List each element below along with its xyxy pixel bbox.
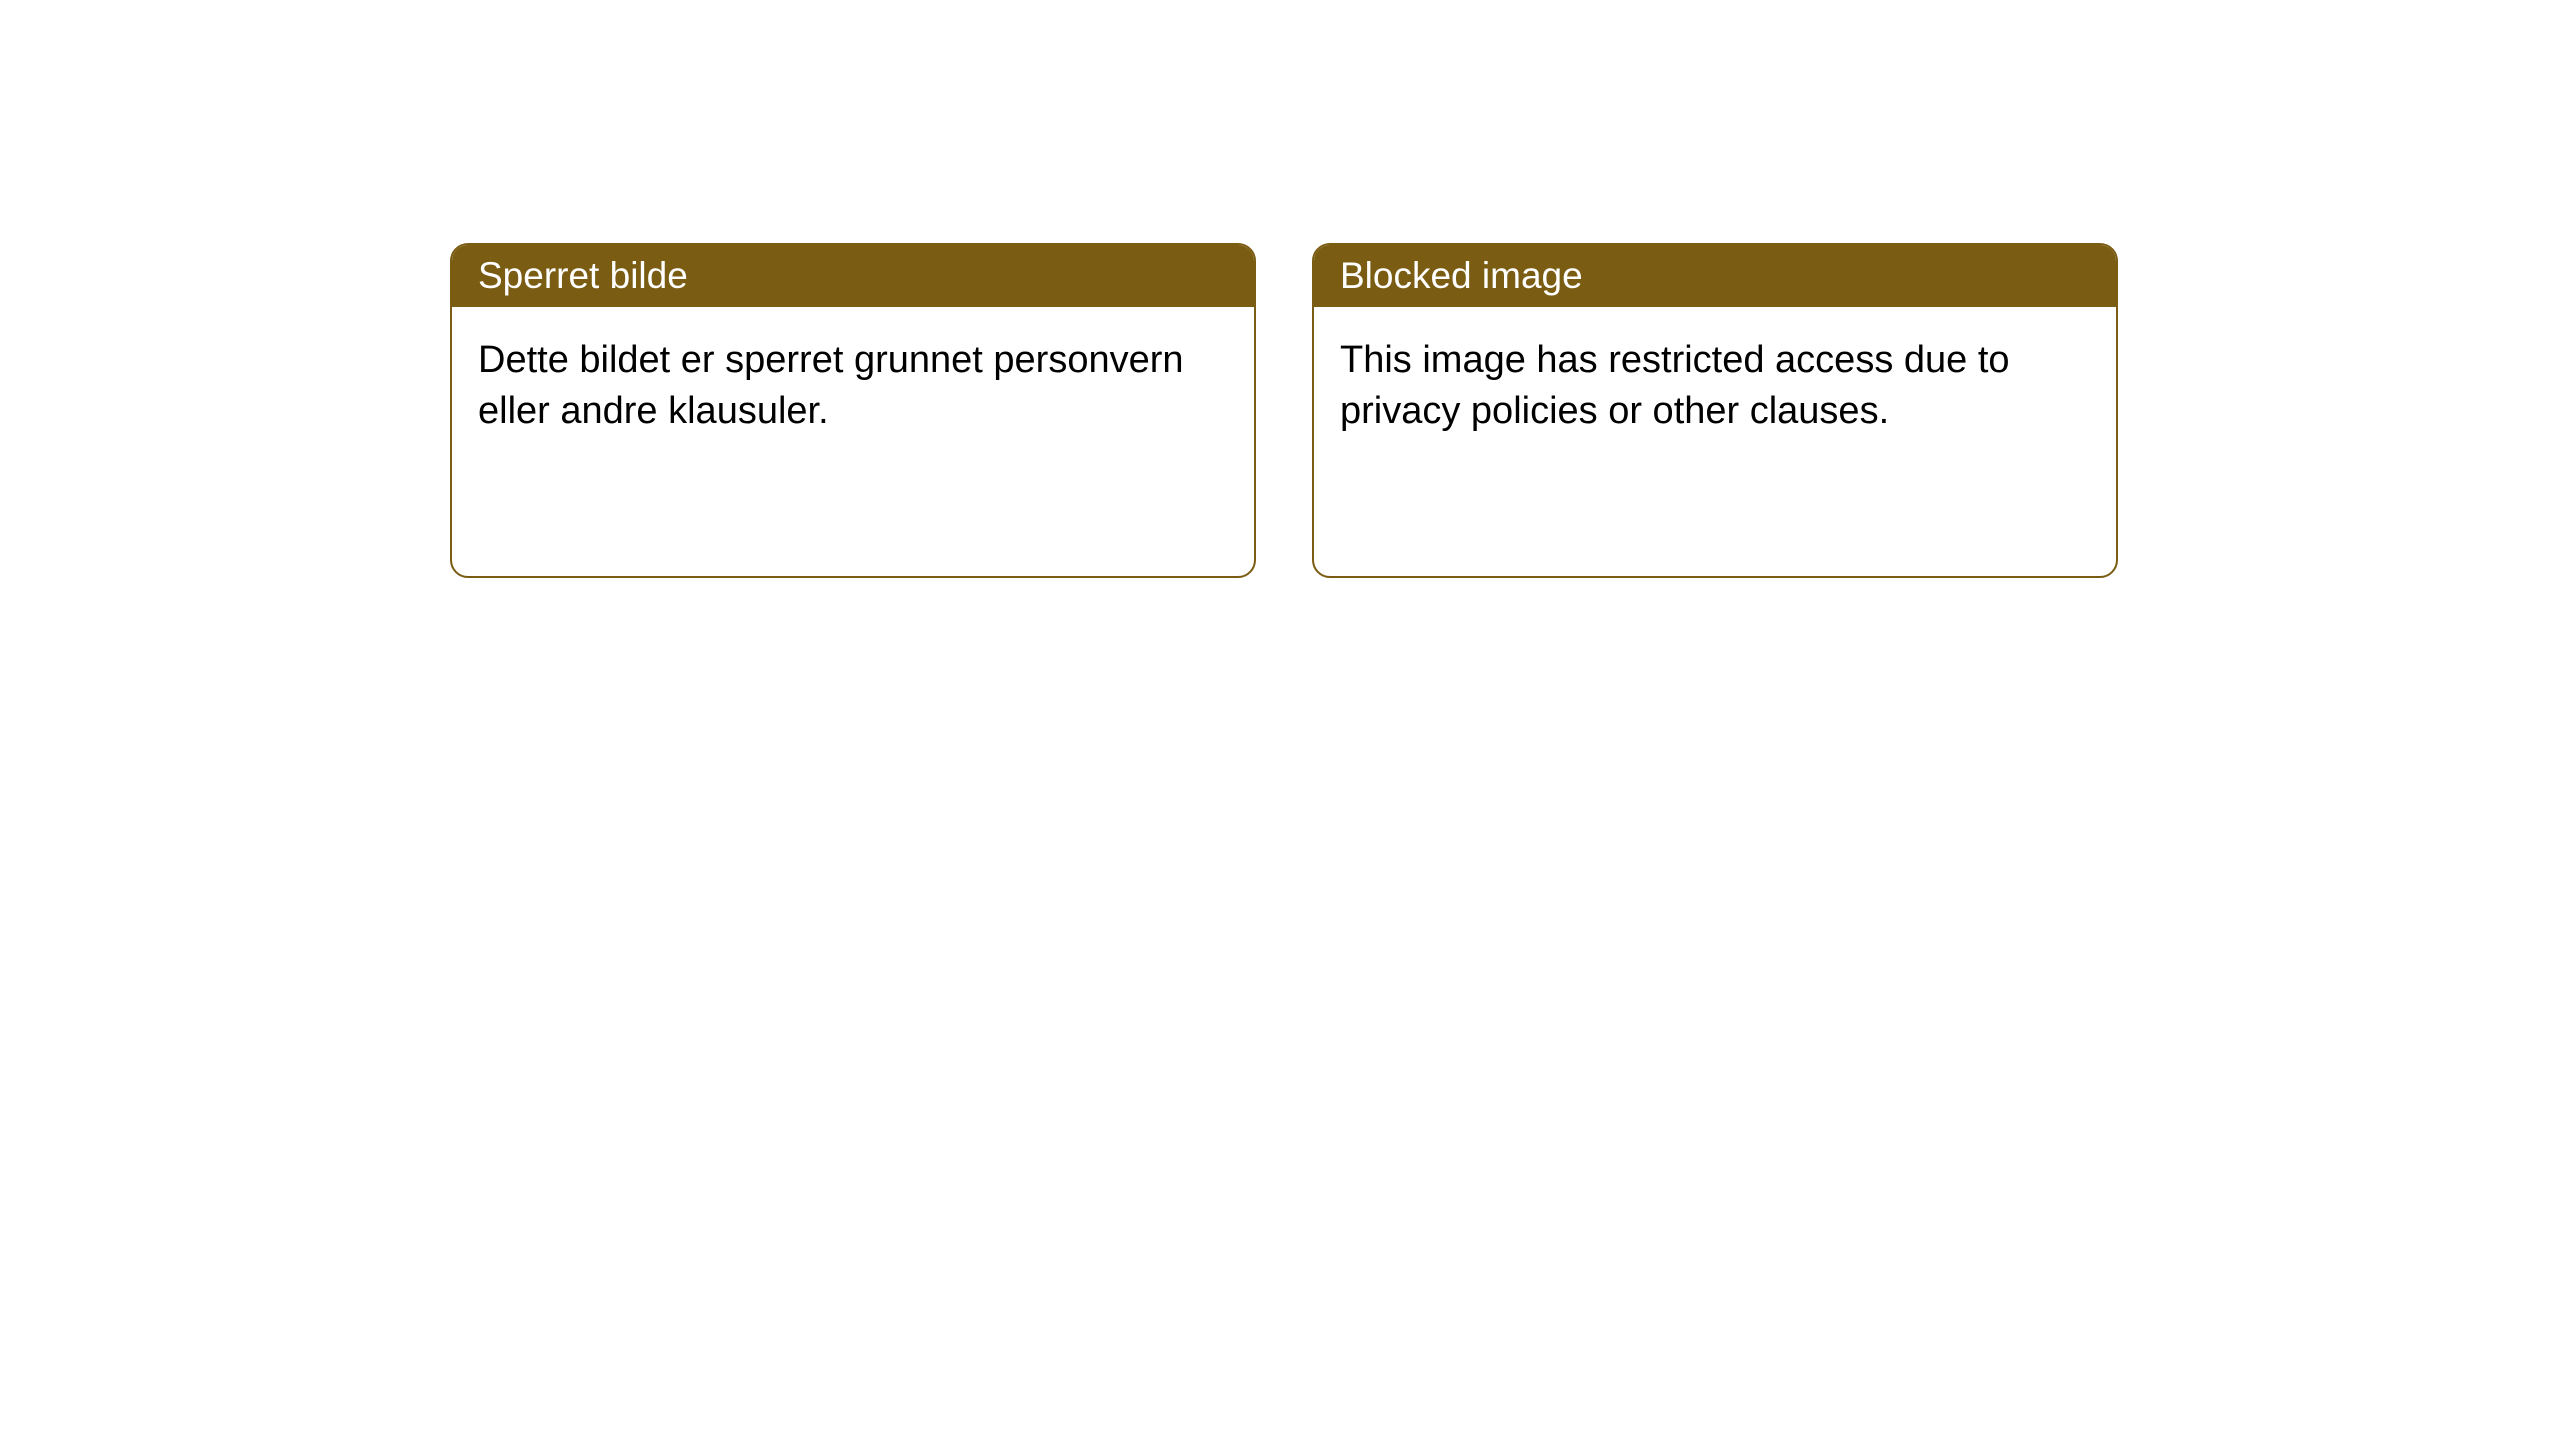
notice-card-body: Dette bildet er sperret grunnet personve… (452, 307, 1254, 466)
notice-container: Sperret bilde Dette bildet er sperret gr… (0, 0, 2560, 578)
notice-card-norwegian: Sperret bilde Dette bildet er sperret gr… (450, 243, 1256, 578)
notice-card-body: This image has restricted access due to … (1314, 307, 2116, 466)
notice-card-english: Blocked image This image has restricted … (1312, 243, 2118, 578)
notice-card-title: Sperret bilde (452, 245, 1254, 307)
notice-card-title: Blocked image (1314, 245, 2116, 307)
